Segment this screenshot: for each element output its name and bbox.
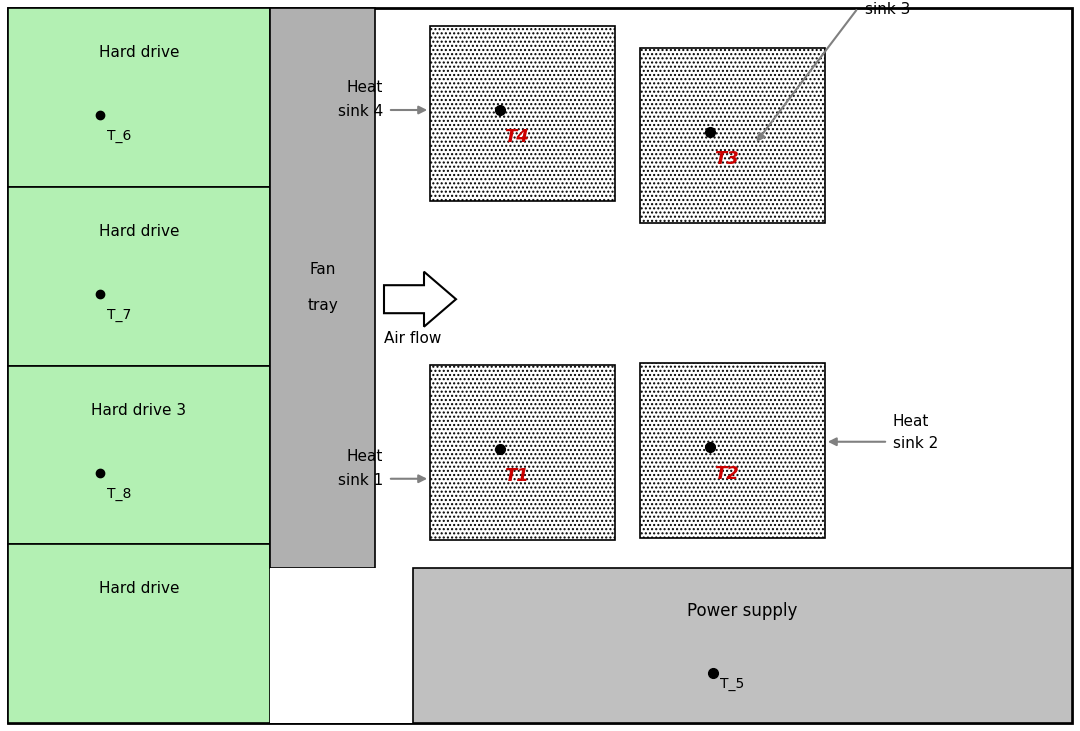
Text: T_8: T_8	[107, 487, 131, 501]
Text: T_7: T_7	[107, 308, 131, 322]
Bar	[270, 8, 375, 568]
Text: T2: T2	[714, 465, 739, 483]
Bar	[430, 365, 615, 540]
Text: T_5: T_5	[720, 678, 745, 692]
Bar	[413, 568, 1072, 723]
Text: Hard drive: Hard drive	[98, 224, 179, 239]
Text: Air flow: Air flow	[384, 331, 442, 346]
Text: Heat: Heat	[893, 414, 930, 429]
Bar	[8, 186, 270, 366]
Bar	[8, 8, 270, 186]
Text: sink 1: sink 1	[338, 473, 383, 488]
FancyArrow shape	[384, 272, 456, 327]
Bar	[8, 545, 270, 723]
Text: sink 2: sink 2	[893, 436, 939, 451]
Text: Hard drive: Hard drive	[98, 581, 179, 596]
Text: sink 3: sink 3	[865, 2, 910, 18]
Text: Fan: Fan	[309, 262, 336, 278]
Text: Heat: Heat	[347, 450, 383, 464]
Text: T_6: T_6	[107, 129, 131, 143]
Text: Hard drive: Hard drive	[98, 45, 179, 60]
Text: T4: T4	[504, 128, 529, 146]
Bar	[430, 26, 615, 201]
Text: Hard drive 3: Hard drive 3	[92, 403, 187, 417]
Bar	[640, 48, 825, 223]
Bar	[8, 366, 270, 545]
Text: sink 4: sink 4	[338, 105, 383, 119]
Text: tray: tray	[307, 298, 338, 314]
Bar	[640, 363, 825, 538]
Text: T3: T3	[714, 150, 739, 168]
Bar	[270, 568, 1072, 723]
Text: Heat: Heat	[347, 80, 383, 96]
Text: T1: T1	[504, 467, 529, 485]
Text: Power supply: Power supply	[687, 602, 798, 621]
